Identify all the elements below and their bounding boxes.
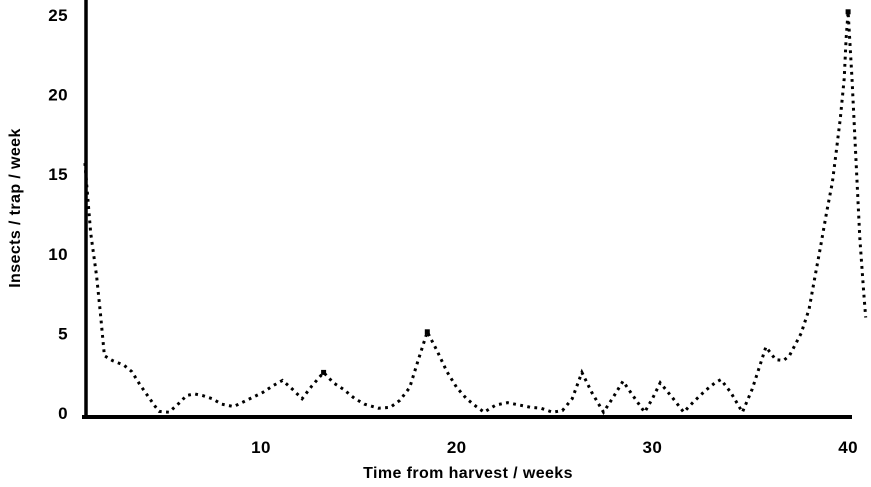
x-axis-title: Time from harvest / weeks xyxy=(363,465,573,482)
x-tick-label: 40 xyxy=(838,438,858,457)
peak-marker-dot xyxy=(845,9,851,15)
x-tick-label: 30 xyxy=(643,438,663,457)
data-point-markers xyxy=(321,9,851,375)
y-tick-label: 20 xyxy=(48,86,68,105)
peak-marker-dot xyxy=(321,369,327,375)
x-axis-tick-labels: 10 20 30 40 xyxy=(251,438,858,457)
peak-marker-dot xyxy=(424,329,430,335)
series-polyline xyxy=(83,11,868,416)
y-axis-tick-labels: 0 5 10 15 20 25 xyxy=(48,6,68,423)
x-tick-label: 10 xyxy=(251,438,271,457)
axes xyxy=(82,0,852,419)
y-tick-label: 15 xyxy=(48,165,68,184)
data-series-dotted-line xyxy=(83,11,868,416)
y-tick-label: 5 xyxy=(58,324,68,343)
y-tick-label: 0 xyxy=(58,404,68,423)
y-tick-label: 25 xyxy=(48,6,68,25)
x-tick-label: 20 xyxy=(447,438,467,457)
y-tick-label: 10 xyxy=(48,245,68,264)
